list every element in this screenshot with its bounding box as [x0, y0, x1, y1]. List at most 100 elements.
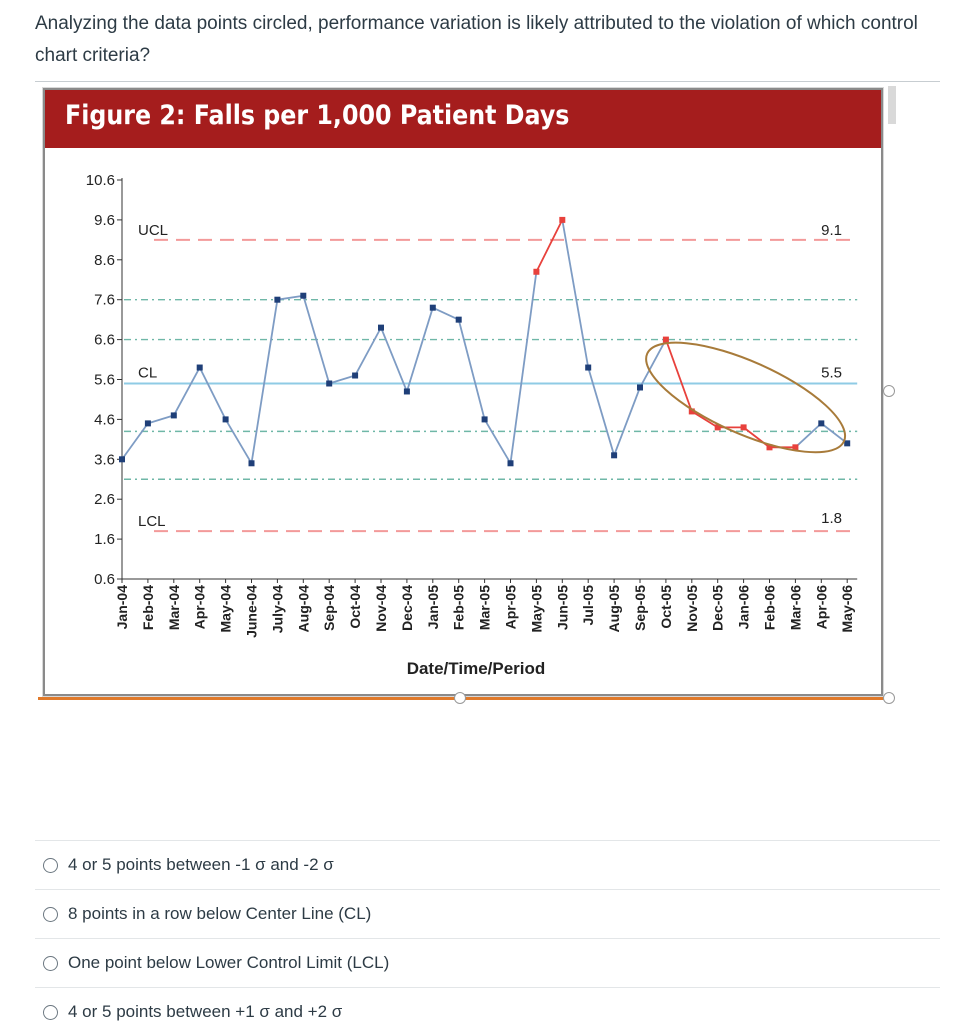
x-tick-label: Mar-06	[787, 585, 803, 630]
data-point	[326, 380, 333, 387]
data-point	[144, 420, 151, 427]
lcl-value-label: 1.8	[821, 510, 842, 527]
series-segment	[691, 410, 719, 429]
option-divider	[35, 840, 940, 841]
answer-option-1[interactable]: 4 or 5 points between -1 σ and -2 σ	[35, 841, 940, 889]
series-segment	[794, 422, 822, 448]
x-tick-label: Feb-06	[762, 585, 778, 630]
x-tick-label: Oct-05	[658, 585, 674, 629]
x-tick-label: Dec-04	[399, 585, 415, 631]
x-tick-label: July-04	[269, 585, 285, 633]
x-tick-label: May-05	[528, 585, 544, 633]
radio-button[interactable]	[43, 906, 58, 922]
option-divider	[35, 987, 940, 988]
ucl-value-label: 9.1	[821, 222, 842, 239]
x-tick-label: Jul-05	[580, 585, 596, 626]
option-label: 4 or 5 points between -1 σ and -2 σ	[68, 855, 334, 874]
data-point	[818, 420, 825, 427]
data-point	[274, 296, 281, 303]
data-point	[222, 416, 229, 423]
data-point	[714, 424, 721, 431]
data-point	[119, 456, 125, 463]
y-tick-label: 3.6	[94, 451, 115, 468]
data-point	[352, 372, 359, 379]
series-segment	[198, 367, 227, 420]
x-tick-label: Apr-04	[192, 585, 208, 630]
radio-button[interactable]	[43, 857, 58, 873]
resize-handle-right[interactable]	[883, 385, 895, 397]
option-divider	[35, 938, 940, 939]
radio-button[interactable]	[43, 1004, 58, 1020]
x-tick-label: Aug-04	[295, 585, 311, 633]
series-segment	[820, 422, 848, 445]
option-label: 4 or 5 points between +1 σ and +2 σ	[68, 1002, 343, 1021]
data-point	[196, 364, 203, 371]
x-tick-label: Sep-04	[321, 585, 337, 631]
x-tick-label: Nov-04	[373, 585, 389, 632]
data-point	[740, 424, 747, 431]
series-segment	[587, 367, 615, 456]
data-point	[455, 316, 462, 323]
radio-button[interactable]	[43, 955, 58, 971]
answer-option-4[interactable]: 4 or 5 points between +1 σ and +2 σ	[35, 988, 940, 1036]
data-point	[248, 460, 255, 467]
series-segment	[665, 339, 693, 412]
x-tick-label: Jan-04	[114, 585, 130, 630]
x-tick-label: Feb-05	[451, 585, 467, 630]
data-point	[585, 364, 592, 371]
x-tick-label: Aug-05	[606, 585, 622, 633]
control-chart: UCL CL LCL 9.1 5.5 1.8 10.6 9.6 8.6 7.6 6.6 5.6 4.6 3…	[86, 172, 858, 678]
data-point	[611, 452, 618, 459]
resize-handle-bottom[interactable]	[454, 692, 466, 704]
resize-handle-corner[interactable]	[883, 692, 895, 704]
y-tick-label: 8.6	[94, 252, 115, 269]
question-divider	[35, 81, 940, 82]
answer-option-3[interactable]: One point below Lower Control Limit (LCL…	[35, 939, 940, 987]
figure-frame: Figure 2: Falls per 1,000 Patient Days	[43, 88, 883, 696]
ucl-label: UCL	[138, 222, 168, 239]
y-tick-label: 0.6	[94, 571, 115, 588]
series-segment	[147, 414, 175, 425]
series-segment	[509, 271, 538, 464]
x-tick-label: Apr-05	[503, 585, 519, 630]
series-segment	[432, 306, 460, 321]
y-tick-label: 10.6	[86, 172, 115, 189]
y-tick-label: 1.6	[94, 531, 115, 548]
resize-handle-bar[interactable]	[888, 86, 896, 124]
x-tick-label: Mar-04	[166, 585, 182, 630]
series-segment	[173, 367, 201, 416]
y-tick-label: 7.6	[94, 292, 115, 309]
cl-value-label: 5.5	[821, 364, 842, 381]
series-segment	[328, 374, 356, 385]
x-tick-label: Oct-04	[347, 585, 363, 629]
option-label: One point below Lower Control Limit (LCL…	[68, 953, 390, 972]
y-tick-label: 4.6	[94, 411, 115, 428]
x-tick-label: Feb-04	[140, 585, 156, 630]
x-tick-label: Jan-05	[425, 585, 441, 630]
data-point	[662, 336, 669, 343]
x-axis-title: Date/Time/Period	[407, 659, 546, 678]
x-tick-label: May-06	[839, 585, 855, 633]
cl-label: CL	[138, 364, 157, 381]
series-segment	[354, 327, 382, 376]
series-segment	[224, 418, 253, 464]
series-segment	[535, 219, 564, 273]
answer-option-2[interactable]: 8 points in a row below Center Line (CL)	[35, 890, 940, 938]
y-tick-label: 6.6	[94, 332, 115, 349]
data-point	[481, 416, 488, 423]
answer-options: 4 or 5 points between -1 σ and -2 σ 8 po…	[35, 840, 940, 1036]
figure: Figure 2: Falls per 1,000 Patient Days U…	[38, 88, 886, 698]
circled-points-annotation	[645, 341, 847, 454]
data-point	[403, 388, 410, 395]
x-tick-label: Mar-05	[477, 585, 493, 630]
y-tick-label: 2.6	[94, 491, 115, 508]
data-point	[766, 444, 773, 451]
data-point	[533, 268, 540, 275]
x-tick-label: May-04	[218, 585, 234, 633]
data-point	[637, 384, 643, 391]
question-text: Analyzing the data points circled, perfo…	[35, 13, 918, 66]
series-segment	[302, 295, 331, 384]
x-tick-label: Jun-05	[554, 585, 570, 630]
data-point	[792, 444, 799, 451]
y-tick-label: 5.6	[94, 372, 115, 389]
